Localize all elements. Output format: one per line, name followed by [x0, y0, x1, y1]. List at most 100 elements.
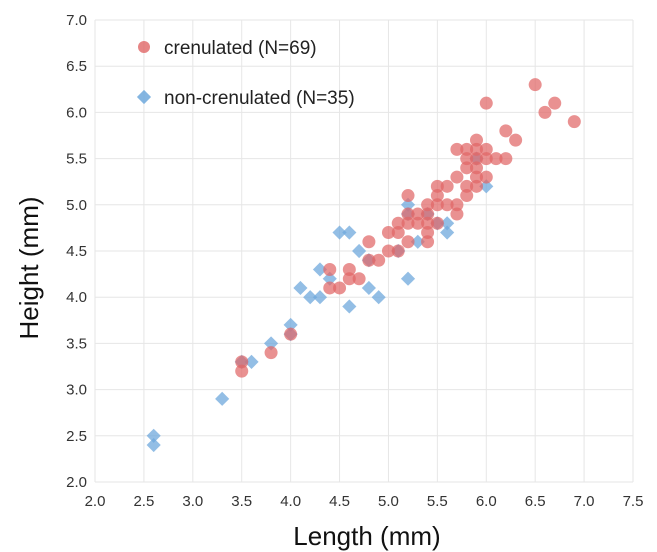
point-non-crenulated: [400, 271, 416, 286]
point-crenulated: [411, 207, 425, 221]
x-axis-title: Length (mm): [293, 521, 440, 551]
point-crenulated: [460, 152, 474, 166]
point-crenulated: [469, 179, 483, 193]
legend-marker-non-crenulated: [136, 89, 152, 105]
point-crenulated: [567, 115, 581, 129]
legend-label-non-crenulated: non-crenulated (N=35): [164, 88, 355, 109]
point-crenulated: [430, 179, 444, 193]
point-crenulated: [421, 198, 435, 212]
point-non-crenulated: [146, 428, 161, 443]
point-crenulated: [479, 142, 493, 156]
point-crenulated: [509, 133, 523, 147]
x-tick-label: 7.5: [623, 493, 644, 510]
point-non-crenulated: [215, 391, 230, 406]
x-tick-label: 5.0: [378, 493, 399, 510]
point-crenulated: [430, 198, 444, 212]
point-crenulated: [469, 161, 483, 175]
point-crenulated: [499, 124, 513, 138]
point-non-crenulated: [479, 179, 494, 194]
point-crenulated: [528, 78, 542, 92]
point-non-crenulated: [440, 225, 455, 240]
point-crenulated: [460, 189, 474, 203]
point-crenulated: [460, 179, 474, 193]
point-crenulated: [479, 96, 493, 110]
point-crenulated: [450, 207, 464, 221]
point-crenulated: [352, 272, 366, 286]
point-crenulated: [430, 216, 444, 230]
point-crenulated: [440, 198, 454, 212]
x-tick-label: 2.5: [133, 493, 154, 510]
point-crenulated: [460, 142, 474, 156]
point-crenulated: [235, 355, 249, 369]
point-crenulated: [421, 235, 435, 249]
point-non-crenulated: [361, 280, 376, 296]
y-tick-label: 4.0: [66, 289, 87, 306]
y-tick-label: 3.0: [66, 382, 87, 399]
point-non-crenulated: [342, 225, 357, 240]
point-crenulated: [391, 216, 405, 230]
point-crenulated: [421, 226, 435, 240]
point-crenulated: [342, 272, 356, 286]
point-crenulated: [460, 161, 474, 175]
point-crenulated: [333, 281, 347, 295]
point-crenulated: [381, 226, 395, 240]
point-non-crenulated: [322, 271, 337, 286]
point-crenulated: [479, 152, 493, 166]
point-crenulated: [440, 179, 454, 193]
point-crenulated: [362, 253, 376, 267]
point-crenulated: [469, 152, 483, 166]
x-tick-label: 6.5: [525, 493, 546, 510]
x-tick-label: 7.0: [574, 493, 595, 510]
y-tick-label: 5.0: [66, 197, 87, 214]
point-non-crenulated: [400, 197, 416, 212]
x-tick-label: 3.0: [182, 493, 203, 510]
point-non-crenulated: [410, 234, 425, 249]
y-tick-label: 2.5: [66, 428, 87, 445]
point-crenulated: [401, 216, 415, 230]
point-crenulated: [372, 253, 386, 267]
y-tick-labels: 2.0 2.5 3.0 3.5 4.0 4.5 5.0 5.5 6.0 6.5 7.0: [66, 12, 87, 491]
point-crenulated: [284, 327, 298, 341]
point-crenulated: [381, 244, 395, 258]
legend: crenulated (N=69) non-crenulated (N=35): [136, 38, 355, 109]
point-crenulated: [450, 198, 464, 212]
x-tick-label: 4.0: [280, 493, 301, 510]
point-non-crenulated: [283, 317, 298, 332]
x-tick-label: 4.5: [329, 493, 350, 510]
point-non-crenulated: [312, 290, 328, 305]
y-tick-label: 3.5: [66, 335, 87, 352]
point-crenulated: [401, 235, 415, 249]
data-points: [146, 78, 581, 453]
y-tick-label: 7.0: [66, 12, 87, 29]
y-axis-title: Height (mm): [14, 196, 44, 339]
point-non-crenulated: [293, 280, 308, 296]
point-non-crenulated: [371, 290, 386, 305]
y-tick-label: 6.0: [66, 104, 87, 121]
y-tick-label: 4.5: [66, 243, 87, 260]
point-crenulated: [411, 216, 425, 230]
point-crenulated: [391, 244, 405, 258]
point-non-crenulated: [244, 354, 259, 369]
point-non-crenulated: [264, 336, 279, 351]
x-tick-label: 2.0: [85, 493, 106, 510]
y-tick-label: 5.5: [66, 151, 87, 168]
point-crenulated: [323, 281, 337, 295]
point-non-crenulated: [312, 262, 328, 277]
point-non-crenulated: [332, 225, 347, 240]
legend-marker-crenulated: [138, 41, 150, 53]
point-crenulated: [538, 105, 552, 119]
point-crenulated: [430, 189, 444, 203]
point-crenulated: [450, 142, 464, 156]
point-crenulated: [264, 346, 278, 360]
point-crenulated: [469, 142, 483, 156]
point-crenulated: [479, 170, 493, 184]
point-non-crenulated: [146, 437, 161, 453]
point-crenulated: [235, 364, 249, 378]
point-non-crenulated: [342, 299, 357, 314]
point-crenulated: [421, 207, 435, 221]
point-crenulated: [362, 235, 376, 249]
point-crenulated: [469, 170, 483, 184]
point-non-crenulated: [352, 243, 367, 259]
x-tick-label: 3.5: [231, 493, 252, 510]
